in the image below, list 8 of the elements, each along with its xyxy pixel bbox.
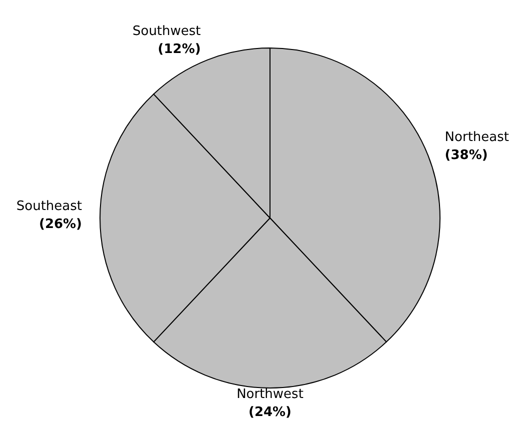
data-label: (26%): [39, 217, 82, 232]
slice-label: Northeast: [444, 130, 509, 145]
slice-label: Southwest: [132, 24, 201, 40]
data-label: (24%): [248, 405, 292, 420]
data-label: (12%): [158, 42, 201, 58]
slice-label: Southeast: [16, 199, 82, 214]
data-label: (38%): [444, 148, 488, 163]
slice-label: Northwest: [236, 387, 304, 402]
